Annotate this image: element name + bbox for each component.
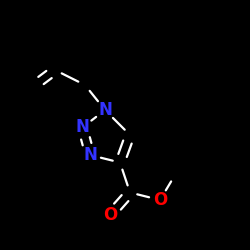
Text: O: O [153, 191, 167, 209]
Text: N: N [98, 101, 112, 119]
Text: N: N [76, 118, 90, 136]
Text: O: O [103, 206, 117, 224]
Text: N: N [83, 146, 97, 164]
